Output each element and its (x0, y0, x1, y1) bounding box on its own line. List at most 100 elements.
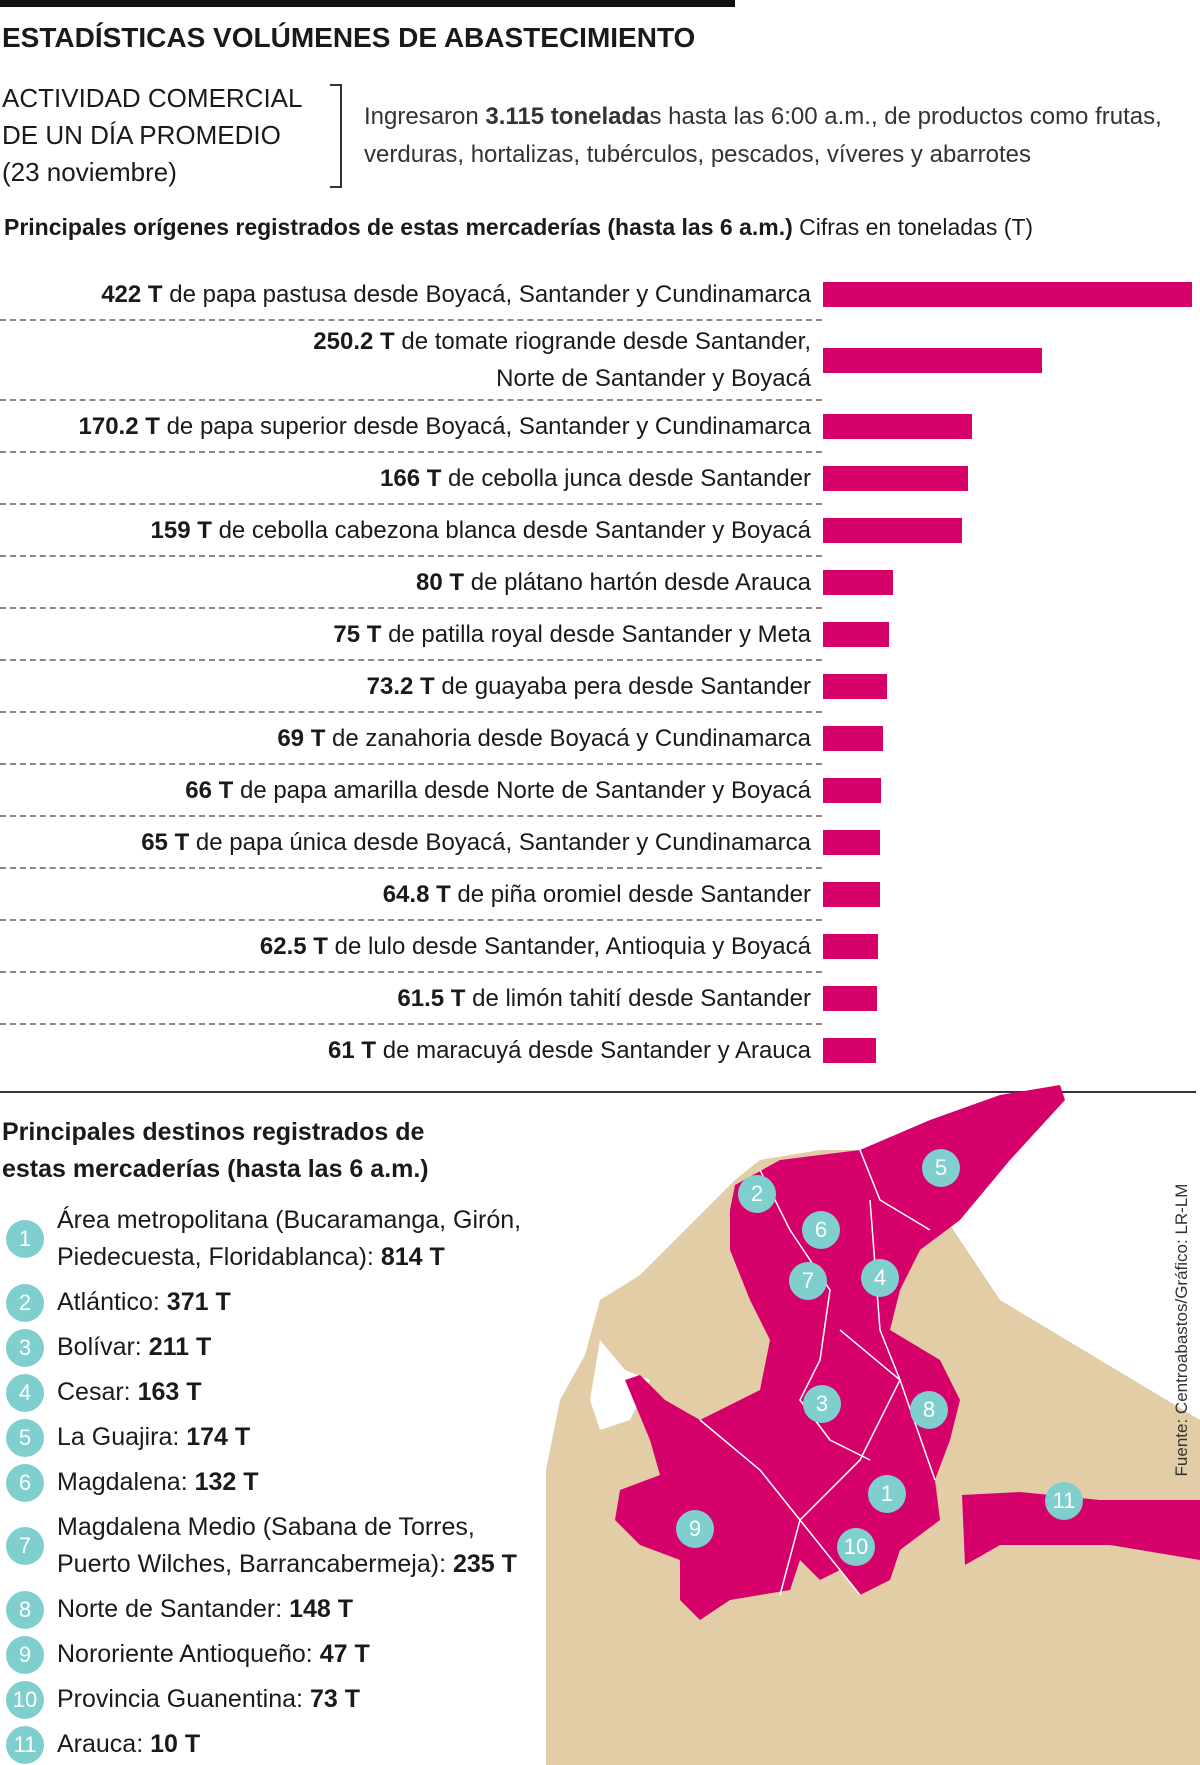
map-marker: 2 (738, 1175, 776, 1213)
category-label: de papa amarilla desde Norte de Santande… (239, 776, 811, 804)
category-label: de papa única desde Boyacá, Santander y … (195, 828, 811, 856)
row-divider (0, 815, 822, 817)
row-divider (0, 607, 822, 609)
destination-value: 163 T (137, 1378, 202, 1406)
number-badge: 3 (6, 1328, 44, 1367)
bar (823, 881, 880, 907)
category-label: de patilla royal desde Santander y Meta (388, 620, 811, 648)
number-badge: 1 (6, 1220, 44, 1258)
bar-label: 250.2 T de tomate riogrande desde Santan… (313, 323, 811, 397)
destination-item: Arauca: 10 T (57, 1726, 200, 1763)
value-label: 64.8 T (382, 880, 451, 908)
row-divider (0, 919, 822, 921)
destination-value: 10 T (150, 1730, 201, 1758)
number-badge: 6 (6, 1463, 44, 1502)
bar-label: 61 T de maracuyá desde Santander y Arauc… (328, 1032, 811, 1069)
bar-label: 61.5 T de limón tahití desde Santander (397, 980, 811, 1017)
title: ESTADÍSTICAS VOLÚMENES DE ABASTECIMIENTO (2, 22, 696, 53)
destination-value: 814 T (380, 1243, 445, 1271)
bar (823, 281, 1192, 307)
destinations-title: Principales destinos registrados de esta… (2, 1118, 429, 1183)
subtitle-line: (23 noviembre) (2, 157, 177, 187)
region-border (779, 1199, 901, 1596)
map-marker: 10 (837, 1528, 875, 1566)
destination-item: Nororiente Antioqueño: 47 T (57, 1636, 370, 1673)
value-label: 62.5 T (259, 932, 328, 960)
bar (823, 777, 881, 803)
row-divider (0, 659, 822, 661)
map-marker: 9 (676, 1510, 714, 1548)
bar-label: 422 T de papa pastusa desde Boyacá, Sant… (101, 276, 811, 313)
destination-item: La Guajira: 174 T (57, 1419, 250, 1456)
destination-name: Norte de Santander: (57, 1595, 283, 1623)
bar-label: 166 T de cebolla junca desde Santander (380, 460, 811, 497)
destination-item: Atlántico: 371 T (57, 1284, 231, 1321)
number-badge: 9 (6, 1635, 44, 1674)
destination-item: Magdalena Medio (Sabana de Torres, Puert… (57, 1509, 517, 1583)
separator (0, 1091, 1196, 1093)
chart-subtitle: Cifras en toneladas (T) (799, 214, 1034, 240)
bar (823, 465, 969, 491)
category-label: de limón tahití desde Santander (472, 984, 811, 1012)
destination-value: 132 T (194, 1468, 259, 1496)
intro-bold: 3.115 tonelada (485, 103, 650, 130)
destination-value: 148 T (289, 1595, 354, 1623)
top-rule (0, 0, 735, 7)
bar-label: 66 T de papa amarilla desde Norte de San… (185, 772, 811, 809)
bar (823, 569, 893, 595)
row-divider (0, 1023, 822, 1025)
bar (823, 985, 877, 1011)
number-badge: 8 (6, 1590, 44, 1629)
map-marker: 3 (803, 1385, 841, 1423)
region-border (839, 1329, 936, 1481)
category-label: de zanahoria desde Boyacá y Cundinamarca (332, 724, 811, 752)
bar (823, 725, 884, 751)
destination-value: 47 T (319, 1640, 370, 1668)
map-marker: 7 (789, 1262, 827, 1300)
row-divider (0, 503, 822, 505)
bar (823, 413, 972, 439)
value-label: 170.2 T (78, 412, 160, 440)
map-marker: 1 (868, 1475, 906, 1513)
destination-name: Cesar: (57, 1378, 131, 1406)
bar-label: 170.2 T de papa superior desde Boyacá, S… (79, 408, 811, 445)
destination-name: Atlántico: (57, 1288, 160, 1316)
row-divider (0, 971, 822, 973)
bar (823, 1037, 877, 1063)
value-label: 250.2 T (313, 328, 395, 355)
category-label: de tomate riogrande desde Santander, Nor… (401, 328, 811, 392)
bar (823, 673, 887, 699)
bar (823, 517, 963, 543)
region-border (859, 1149, 931, 1231)
value-label: 69 T (277, 724, 326, 752)
row-divider (0, 319, 822, 321)
category-label: de cebolla junca desde Santander (448, 464, 811, 492)
map-marker: 8 (910, 1391, 948, 1429)
bar-label: 159 T de cebolla cabezona blanca desde S… (151, 512, 811, 549)
destination-name: La Guajira: (57, 1423, 180, 1451)
subtitle-line: DE UN DÍA PROMEDIO (2, 120, 281, 150)
destination-name: Área metropolitana (Bucaramanga, Girón, … (57, 1206, 522, 1271)
region-arauca (962, 1492, 1200, 1565)
category-label: de maracuyá desde Santander y Arauca (382, 1036, 811, 1064)
destination-name: Provincia Guanentina: (57, 1685, 303, 1713)
value-label: 166 T (380, 464, 442, 492)
map-marker: 11 (1045, 1482, 1083, 1520)
bar-label: 65 T de papa única desde Boyacá, Santand… (141, 824, 811, 861)
bracket (330, 84, 342, 188)
category-label: de papa superior desde Boyacá, Santander… (166, 412, 811, 440)
value-label: 159 T (150, 516, 212, 544)
destination-value: 174 T (186, 1423, 251, 1451)
region-area (615, 1085, 1065, 1620)
bar-label: 73.2 T de guayaba pera desde Santander (367, 668, 811, 705)
destination-item: Cesar: 163 T (57, 1374, 202, 1411)
destination-item: Norte de Santander: 148 T (57, 1591, 353, 1628)
source: Fuente: Centroabastos/Gráfico: LR-LM (1172, 1183, 1191, 1477)
bar (823, 829, 880, 855)
subtitle-line: ACTIVIDAD COMERCIAL (2, 83, 303, 113)
bar (823, 621, 889, 647)
value-label: 422 T (101, 280, 163, 308)
destination-name: Arauca: (57, 1730, 144, 1758)
bar-label: 80 T de plátano hartón desde Arauca (416, 564, 811, 601)
